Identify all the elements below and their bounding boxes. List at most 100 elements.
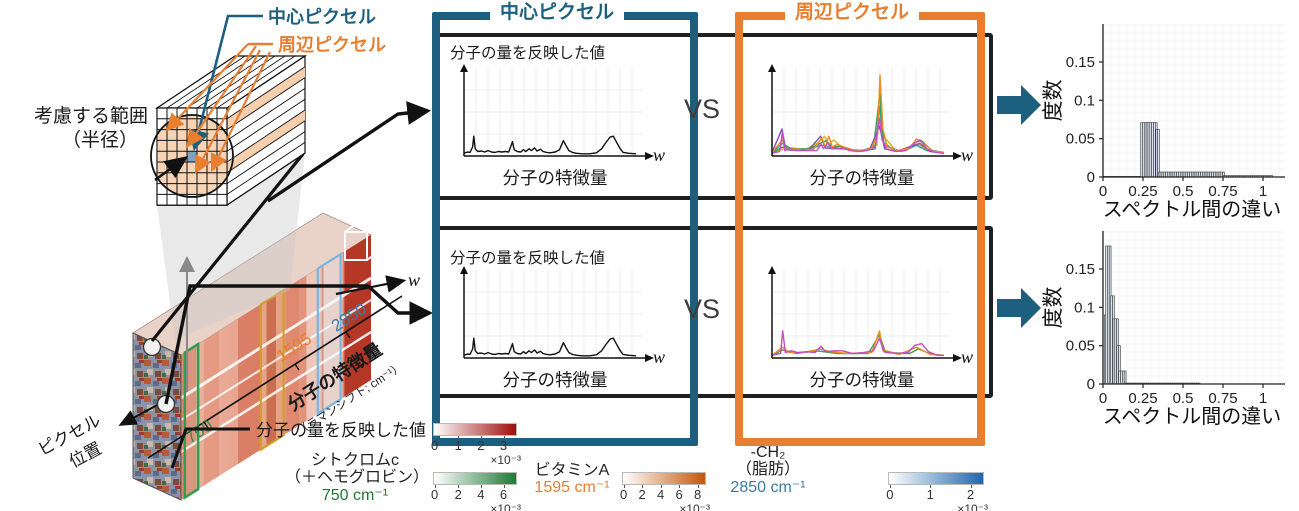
colorbar-tick <box>480 436 482 439</box>
slice-750-outline <box>183 341 200 500</box>
row2-center-spectrum-plot: w <box>460 266 665 366</box>
colorbar-multiplier: ×10⁻³ <box>679 502 710 511</box>
pixel1-to-cube-line <box>150 152 305 343</box>
slice-2850-outline <box>316 252 342 416</box>
hist-ylabel: 度数 <box>1042 80 1065 122</box>
row2-peripheral-xcaption: 分子の特徴量 <box>809 370 915 390</box>
center-pixel-column-title: 中心ピクセル <box>432 1 682 24</box>
hist-xtick: 0.75 <box>1208 390 1237 407</box>
leader-to-row1 <box>267 101 432 203</box>
colorbar-tick <box>970 485 972 488</box>
molecule-name-line: シトクロムc <box>310 452 399 469</box>
colorbar-gradient-cytochrome-c <box>433 472 517 485</box>
colorbar-multiplier: ×10⁻³ <box>957 502 988 511</box>
hist-xtick: 0.75 <box>1208 183 1237 200</box>
spectrum-trace-gold <box>771 85 945 154</box>
hist-xtick: 0.25 <box>1128 390 1157 407</box>
colorbar-tick-label: 4 <box>657 487 665 502</box>
value-label-callout: 分子の量を反映した値 <box>170 421 426 469</box>
center-pixel-callout-label: 中心ピクセル <box>268 6 376 27</box>
colorbar-tick-label: 0 <box>620 487 628 502</box>
peripheral-pixel-title-text: 周辺ピクセル <box>784 1 919 24</box>
value-label: 分子の量を反映した値 <box>256 421 426 440</box>
hist-ytick: 0.15 <box>1066 261 1095 278</box>
colorbar-tick-label: 1 <box>926 487 934 502</box>
stack-w-axis-label: w <box>408 270 420 290</box>
hist-ytick: 0.05 <box>1066 131 1095 148</box>
hist-xtick: 0 <box>1099 183 1107 200</box>
spectrum-trace-teal <box>771 105 945 154</box>
row1-center-xcaption: 分子の特徴量 <box>502 168 608 188</box>
center-pixel-callout: 中心ピクセル <box>188 6 376 152</box>
colorbar-gradient-intensity <box>433 423 517 436</box>
peripheral-pixel-callout: 周辺ピクセル <box>165 35 386 174</box>
stack-front-rgb-face <box>132 332 182 501</box>
colorbar-tick-label: 2 <box>454 487 462 502</box>
hist-xtick: 0 <box>1099 390 1107 407</box>
hist-ytick: 0 <box>1087 169 1095 186</box>
hist-ytick: 0.1 <box>1074 299 1095 316</box>
colorbar-tick <box>889 485 891 488</box>
colorbar-tick <box>434 436 436 439</box>
molecule-name-line: （＋ヘモグロビン） <box>285 469 430 487</box>
colorbar-tick-label: 2 <box>477 438 485 453</box>
peripheral-pixel-callout-label: 周辺ピクセル <box>278 35 386 55</box>
row2-ylabel: 分子の量を反映した値 <box>450 250 606 267</box>
row2-peripheral-spectra-plot: w <box>768 266 973 366</box>
spectrum-center <box>463 337 637 357</box>
w-axis-label: w <box>653 145 665 164</box>
colorbar-gradient-ch2-lipid <box>888 472 984 485</box>
molecule-label-ch2-lipid: -CH₂ （脂肪） 2850 cm⁻¹ <box>715 444 821 496</box>
colorbar-tick <box>642 485 644 488</box>
row1-center-spectrum-plot: w <box>460 64 665 164</box>
molecule-wavenumber: 2850 cm⁻¹ <box>730 478 806 496</box>
colorbar-gradient-vitamin-a <box>622 472 706 485</box>
colorbar-tick <box>660 485 662 488</box>
colorbar-tick <box>503 436 505 439</box>
colorbar-multiplier: ×10⁻³ <box>490 502 521 511</box>
spectrum-trace-orange <box>771 330 945 356</box>
radius-range-label-1: 考慮する範囲 <box>34 105 148 127</box>
cube-layer-stripes <box>156 55 306 206</box>
spectrum-trace-magenta <box>771 330 944 357</box>
hist-xtick: 1 <box>1259 183 1267 200</box>
colorbar-tick-label: 0 <box>431 438 439 453</box>
molecule-label-vitamin-a: ビタミンA 1595 cm⁻¹ <box>522 462 622 497</box>
row1-vs-label: VS <box>683 94 721 124</box>
hist-ytick: 0 <box>1087 376 1095 393</box>
colorbar-tick-label: 8 <box>693 487 702 502</box>
hyperspectral-stack-illustration: w 750 1595 2850 分子の特徴量 （ラマンシフト; cm⁻¹） ピク… <box>34 6 434 501</box>
molecule-name-line: ビタミンA <box>534 462 610 479</box>
row1-ylabel: 分子の量を反映した値 <box>450 45 606 62</box>
colorbar-tick <box>679 485 681 488</box>
spectrum-trace-magenta <box>771 117 945 154</box>
colorbar-tick-label: 0 <box>431 487 439 502</box>
peripheral-pixel-column-title: 周辺ピクセル <box>735 1 969 24</box>
hist-xtick: 0.5 <box>1173 390 1194 407</box>
result-arrow-row1 <box>997 85 1041 125</box>
pixel-marker-1 <box>142 337 162 357</box>
row1-peripheral-xcaption: 分子の特徴量 <box>809 168 915 188</box>
hist-xlabel: スペクトル間の違い <box>1103 198 1282 221</box>
leader-to-row2 <box>164 284 434 405</box>
colorbar-tick-label: 1 <box>454 438 462 453</box>
colorbar-tick-label: 6 <box>499 487 508 502</box>
colorbar-tick <box>697 485 699 488</box>
colorbar-tick <box>623 485 625 488</box>
colorbar-tick <box>930 485 932 488</box>
hist-xlabel: スペクトル間の違い <box>1103 405 1282 428</box>
colorbar-tick <box>480 485 482 488</box>
hist-ytick: 0.15 <box>1066 54 1095 71</box>
slice-1595-outline <box>259 288 285 452</box>
colorbar-tick-label: 3 <box>499 438 508 453</box>
w-axis-label: w <box>961 347 973 366</box>
colorbar-tick <box>434 485 436 488</box>
radius-arrow <box>154 155 189 182</box>
hist-xtick: 0.5 <box>1173 183 1194 200</box>
colorbar-tick <box>458 436 460 439</box>
colorbar-tick <box>458 485 460 488</box>
colorbar-tick-label: 0 <box>886 487 894 502</box>
